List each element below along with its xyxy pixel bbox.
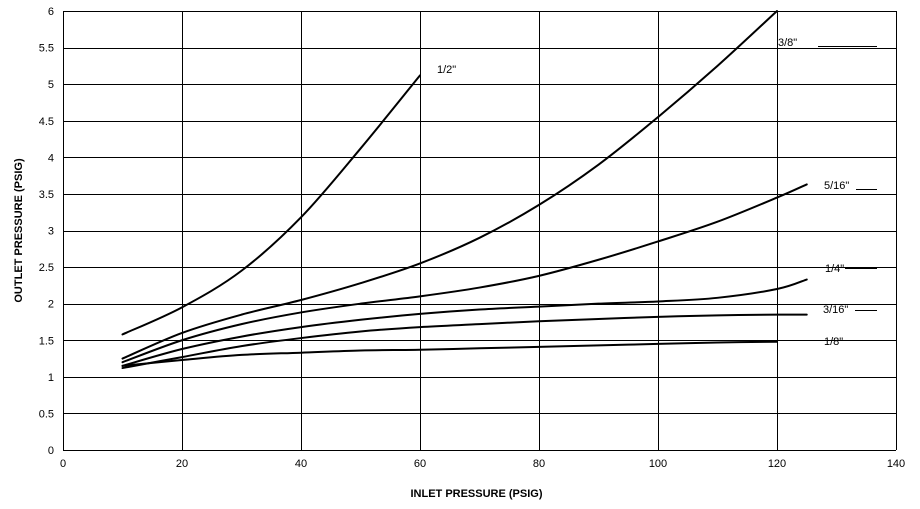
- series-label: 5/16": [824, 180, 849, 192]
- x-tick-label: 120: [768, 458, 786, 470]
- y-tick-label: 5.5: [39, 43, 54, 55]
- grid: [63, 11, 897, 451]
- series-line: [121, 10, 778, 360]
- series-label: 1/2": [437, 64, 456, 76]
- x-tick-label: 40: [295, 458, 307, 470]
- series-lines: [121, 10, 808, 370]
- x-tick-label: 60: [414, 458, 426, 470]
- y-tick-label: 2: [48, 299, 54, 311]
- series-labels: 1/2" 3/8" 5/16" 1/4" 3/16" 1/8": [437, 37, 877, 348]
- series-label: 1/4": [825, 263, 844, 275]
- series-line: [121, 340, 778, 367]
- x-tick-label: 80: [533, 458, 545, 470]
- y-tick-label: 1.5: [39, 335, 54, 347]
- y-tick-label: 1: [48, 372, 54, 384]
- series-label: 1/8": [824, 336, 843, 348]
- x-tick-label: 20: [176, 458, 188, 470]
- x-tick-label: 0: [60, 458, 66, 470]
- series-line: [121, 183, 808, 364]
- y-tick-label: 2.5: [39, 262, 54, 274]
- y-tick-label: 3: [48, 226, 54, 238]
- y-tick-label: 6: [48, 6, 54, 18]
- y-tick-label: 0: [48, 445, 54, 457]
- series-line: [121, 278, 808, 367]
- y-tick-label: 3.5: [39, 189, 54, 201]
- x-tick-label: 100: [649, 458, 667, 470]
- series-line: [121, 313, 808, 370]
- x-axis-title: INLET PRESSURE (PSIG): [410, 488, 542, 500]
- x-tick-label: 140: [887, 458, 905, 470]
- series-label: 3/8": [778, 37, 797, 49]
- y-tick-label: 4: [48, 152, 54, 164]
- series-line: [121, 74, 421, 336]
- tick-labels: 0 20 40 60 80 100 120 140 0 0.5 1 1.5 2 2.5 3 3.5 4 4.5 5 5…: [39, 6, 905, 470]
- y-tick-label: 0.5: [39, 408, 54, 420]
- y-tick-label: 4.5: [39, 116, 54, 128]
- series-label: 3/16": [823, 304, 848, 316]
- y-tick-label: 5: [48, 79, 54, 91]
- y-axis-title: OUTLET PRESSURE (PSIG): [13, 158, 25, 303]
